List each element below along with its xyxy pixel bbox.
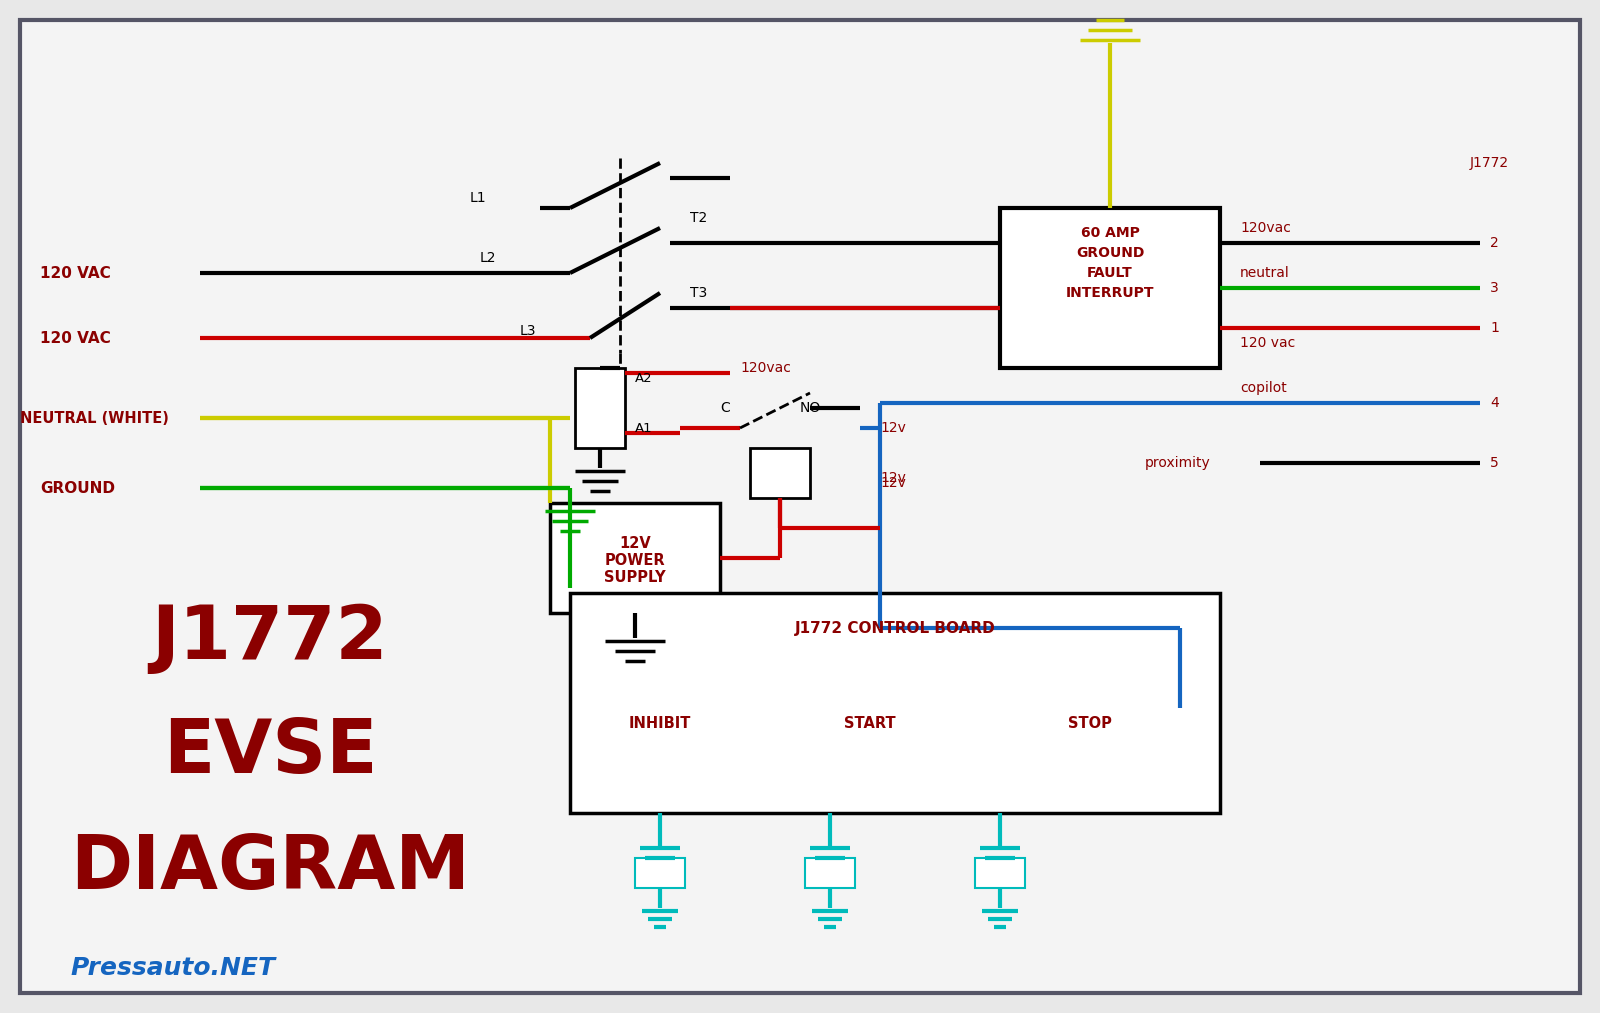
Bar	[574, 368, 626, 448]
Text: POWER: POWER	[605, 552, 666, 567]
Text: T2: T2	[690, 211, 707, 225]
Text: L2: L2	[480, 251, 496, 265]
Text: GROUND: GROUND	[1075, 246, 1144, 260]
Text: L3: L3	[520, 324, 536, 338]
Text: DIAGRAM: DIAGRAM	[70, 832, 470, 905]
Text: STOP: STOP	[1069, 715, 1112, 730]
Text: 12v: 12v	[880, 476, 906, 490]
Text: 120 VAC: 120 VAC	[40, 330, 110, 345]
Bar	[974, 858, 1026, 888]
Text: 120vac: 120vac	[739, 361, 790, 375]
Text: INHIBIT: INHIBIT	[629, 715, 691, 730]
Text: 12v: 12v	[880, 471, 906, 485]
Text: J1772: J1772	[152, 602, 389, 675]
Text: 1: 1	[1490, 321, 1499, 335]
Text: copilot: copilot	[1240, 381, 1286, 395]
Text: 12V: 12V	[619, 536, 651, 550]
Text: Pressauto.NET: Pressauto.NET	[70, 956, 275, 980]
Text: NO: NO	[800, 401, 821, 415]
Text: NEUTRAL (WHITE): NEUTRAL (WHITE)	[19, 410, 170, 425]
Text: 120 VAC: 120 VAC	[40, 265, 110, 281]
Text: INTERRUPT: INTERRUPT	[1066, 286, 1154, 300]
Text: J1772: J1772	[1470, 156, 1509, 170]
Text: START: START	[845, 715, 896, 730]
Text: 4: 4	[1490, 396, 1499, 410]
Text: 3: 3	[1490, 281, 1499, 295]
Text: 60 AMP: 60 AMP	[1080, 226, 1139, 240]
Text: SUPPLY: SUPPLY	[605, 570, 666, 586]
Bar	[550, 503, 720, 613]
Text: neutral: neutral	[1240, 266, 1290, 280]
Text: A1: A1	[635, 421, 653, 435]
Text: J1772 CONTROL BOARD: J1772 CONTROL BOARD	[795, 621, 995, 635]
Text: 120vac: 120vac	[1240, 221, 1291, 235]
Text: C: C	[720, 401, 730, 415]
Text: L1: L1	[470, 191, 486, 205]
Bar	[750, 448, 810, 498]
Text: A2: A2	[635, 372, 653, 385]
Text: proximity: proximity	[1144, 456, 1210, 470]
Text: 2: 2	[1490, 236, 1499, 250]
Text: 5: 5	[1490, 456, 1499, 470]
Bar	[570, 593, 1221, 813]
Bar	[1000, 208, 1221, 368]
Bar	[805, 858, 854, 888]
Text: FAULT: FAULT	[1086, 266, 1133, 280]
Text: GROUND: GROUND	[40, 480, 115, 495]
Text: EVSE: EVSE	[163, 716, 378, 789]
Text: T3: T3	[690, 286, 707, 300]
Text: 120 vac: 120 vac	[1240, 336, 1296, 350]
Text: 12v: 12v	[880, 421, 906, 435]
Bar	[635, 858, 685, 888]
